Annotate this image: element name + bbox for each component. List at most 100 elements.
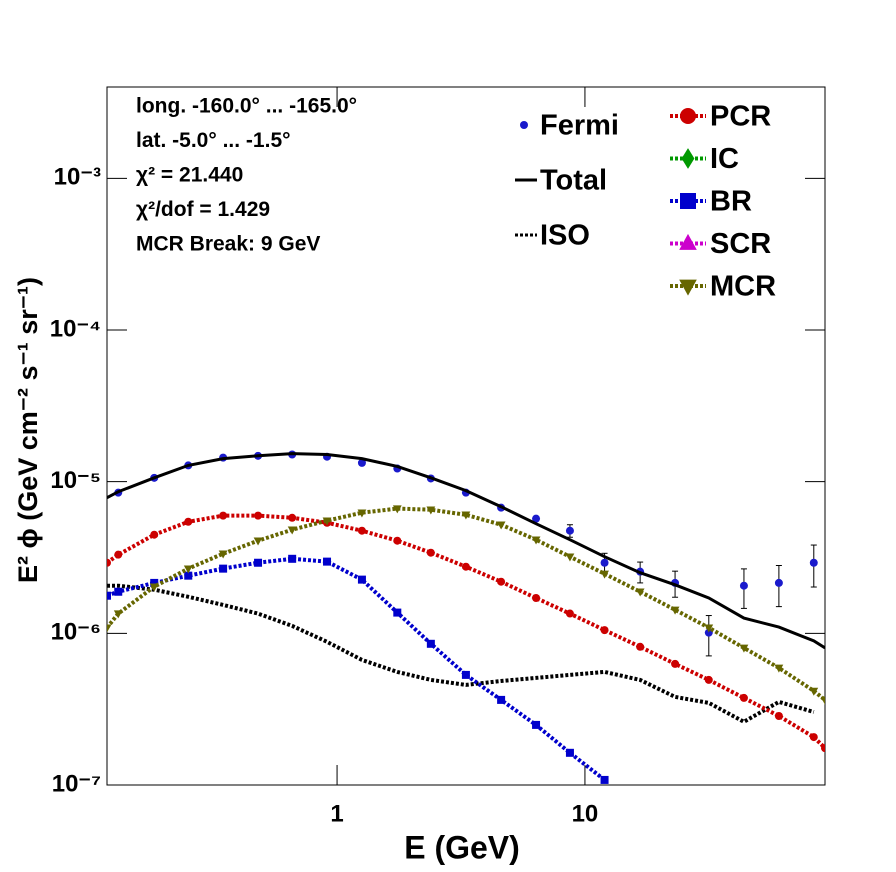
data-point [739,644,749,653]
data-point [219,564,228,573]
data-point [809,558,818,567]
y-axis-label: E² ϕ (GeV cm⁻² s⁻¹ sr⁻¹) [13,277,43,583]
legend-marker [679,233,697,250]
data-point [461,511,471,520]
data-point [114,587,123,596]
series-line [107,452,825,650]
legend-marker [520,121,528,129]
data-point [565,526,574,535]
y-tick-label: 10⁻³ [54,164,101,191]
data-point [254,558,263,567]
legend-label: SCR [710,228,771,260]
data-point [532,720,541,729]
legend-label: ISO [540,220,590,252]
data-point [774,712,783,721]
annotation: χ² = 21.440 [136,164,243,187]
legend-label: MCR [710,271,776,303]
plot-area [107,450,825,784]
data-point [496,521,506,530]
data-point [107,624,112,633]
series-line [107,583,815,725]
data-point [253,537,263,546]
plot-frame [106,86,826,786]
legend-label: PCR [710,101,771,133]
data-point [254,511,263,520]
legend-marker [680,108,696,124]
data-point [357,526,366,535]
legend-marker [679,279,697,296]
data-point [288,554,297,563]
data-point [107,558,111,567]
data-point [357,458,366,467]
legend-marker [680,193,696,209]
data-point [150,530,159,539]
data-point [600,626,609,635]
data-point [357,509,367,518]
data-point [739,693,748,702]
data-point [288,513,297,522]
data-point [565,553,575,562]
legend-label: Fermi [540,110,619,142]
data-point [600,775,609,784]
data-point [183,565,193,574]
legend-label: BR [710,186,752,218]
data-point [704,675,713,684]
data-point [497,577,506,586]
legend-label: IC [710,143,739,175]
data-point [774,578,783,587]
data-point [184,517,193,526]
x-tick-label: 1 [330,800,343,827]
data-point [114,550,123,559]
data-point [739,581,748,590]
data-point [322,517,332,526]
data-point [532,593,541,602]
y-tick-label: 10⁻⁵ [50,467,101,494]
data-point [323,557,332,566]
data-point [113,610,123,619]
data-point [150,578,159,587]
data-point [184,571,193,580]
data-point [497,695,506,704]
data-point [635,588,645,597]
data-point [149,583,159,592]
data-point [393,608,402,617]
data-point [565,748,574,757]
data-point [565,609,574,618]
data-point [392,505,402,514]
data-point [426,548,435,557]
data-point [821,744,825,753]
data-point [219,511,228,520]
data-point [532,514,541,523]
data-point [357,575,366,584]
data-point [809,687,819,696]
y-tick-label: 10⁻⁴ [50,315,101,342]
series-line [107,506,825,702]
x-axis-label: E (GeV) [404,829,520,865]
data-point [393,536,402,545]
data-point [426,639,435,648]
data-point [218,550,228,559]
x-tick-label: 10 [572,800,599,827]
data-point [820,696,825,705]
data-point [704,624,714,633]
data-point [600,570,609,579]
data-point [774,664,784,673]
annotation: χ²/dof = 1.429 [136,198,270,221]
data-point [107,591,111,600]
data-point [671,659,680,668]
legend-label: Total [540,165,607,197]
y-tick-label: 10⁻⁶ [51,619,101,646]
annotation: long. -160.0° ... -165.0° [136,95,357,118]
data-point [636,642,645,651]
data-point [461,670,470,679]
legend-marker [681,148,695,169]
annotation: lat. -5.0° ... -1.5° [136,129,291,152]
data-point [531,536,541,545]
data-point [670,606,680,615]
y-tick-label: 10⁻⁷ [52,770,101,797]
data-point [809,733,818,742]
data-point [600,558,609,567]
